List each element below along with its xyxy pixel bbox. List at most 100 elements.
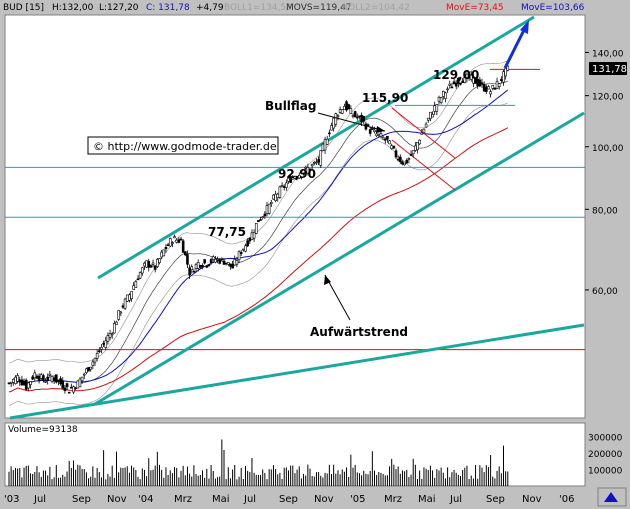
candle-body — [192, 270, 196, 273]
last-price-label: 131,78 — [592, 64, 627, 75]
candle-body — [349, 108, 353, 114]
candle-body — [231, 263, 234, 269]
candlesticks — [7, 65, 510, 395]
candle-body — [35, 375, 39, 379]
header-move1: MovE=73,45 — [446, 3, 504, 13]
candle-body — [381, 137, 385, 140]
candle-body — [500, 79, 503, 81]
x-tick-label: '03 — [4, 494, 19, 505]
candle-body — [184, 251, 187, 256]
copyright-text: © http://www.godmode-trader.de — [93, 140, 277, 153]
x-tick-label: '04 — [138, 494, 153, 505]
candle-body — [239, 252, 243, 254]
candle-body — [67, 391, 71, 394]
candle-body — [398, 156, 402, 163]
candle-body — [65, 383, 69, 388]
candle-body — [24, 379, 28, 390]
candle-body — [429, 111, 432, 119]
target-arrow-head — [520, 20, 529, 34]
candle-body — [177, 239, 181, 243]
candle-body — [87, 367, 90, 372]
candle-body — [222, 260, 226, 265]
candle-body — [343, 105, 346, 110]
candle-body — [175, 239, 178, 243]
candle-body — [250, 232, 254, 241]
price-panel — [4, 14, 586, 419]
candle-body — [63, 387, 67, 391]
candle-body — [72, 386, 75, 393]
candle-body — [52, 377, 56, 382]
candle-body — [422, 128, 426, 134]
candle-body — [392, 145, 396, 149]
candle-body — [70, 386, 73, 389]
candle-body — [233, 259, 237, 266]
candle-body — [491, 85, 495, 89]
candle-body — [409, 153, 413, 156]
candle-body — [308, 168, 312, 171]
candle-body — [368, 129, 372, 134]
candle-body — [383, 138, 387, 141]
candle-body — [403, 162, 406, 166]
candle-body — [207, 264, 211, 266]
x-tick-label: Mai — [212, 494, 230, 505]
candle-body — [171, 242, 174, 244]
candle-body — [196, 262, 200, 269]
candle-body — [325, 138, 329, 145]
candle-body — [269, 202, 273, 204]
candle-body — [300, 176, 303, 179]
long-term-trend-line — [9, 323, 585, 420]
candle-body — [149, 265, 153, 268]
candle-body — [267, 203, 271, 214]
candle-body — [265, 205, 269, 214]
candle-body — [227, 262, 230, 265]
candle-body — [76, 380, 80, 389]
candle-body — [100, 347, 103, 350]
candle-body — [433, 105, 437, 112]
candle-body — [332, 117, 335, 129]
candle-body — [31, 376, 34, 380]
candle-body — [506, 65, 510, 71]
header-move2: MovE=103,66 — [521, 3, 585, 13]
candle-body — [504, 68, 507, 77]
candle-body — [22, 380, 26, 386]
candle-body — [487, 86, 490, 90]
candle-body — [14, 376, 17, 384]
candle-body — [407, 158, 411, 160]
candle-body — [57, 380, 60, 382]
candle-body — [302, 172, 305, 175]
candle-body — [186, 254, 189, 265]
candle-body — [319, 150, 323, 166]
y-tick-label: 60,00 — [592, 287, 618, 297]
x-tick-label: Sep — [486, 494, 505, 505]
candle-body — [414, 145, 417, 151]
candle-body — [125, 294, 129, 302]
lower-band — [8, 102, 508, 406]
candle-body — [16, 375, 19, 382]
candle-body — [345, 101, 348, 111]
candle-body — [282, 186, 286, 188]
candle-body — [106, 335, 110, 342]
uptrend-label: Aufwärtstrend — [310, 325, 408, 339]
candle-body — [459, 82, 462, 85]
candle-body — [360, 114, 363, 123]
candle-body — [93, 357, 97, 363]
candle-body — [420, 132, 424, 135]
candle-body — [248, 237, 252, 242]
candle-body — [244, 245, 247, 252]
candle-body — [497, 83, 501, 87]
candle-body — [257, 220, 260, 223]
candle-body — [315, 161, 318, 164]
candle-body — [190, 266, 194, 271]
candle-body — [362, 116, 366, 122]
flag-lower-line — [391, 139, 456, 191]
candle-body — [390, 145, 394, 149]
candle-body — [252, 232, 256, 239]
candle-body — [310, 164, 314, 167]
bullflag-pointer — [317, 112, 386, 132]
candle-body — [237, 251, 241, 261]
candle-body — [188, 267, 191, 275]
header-boll1: BOLL1=134,53 — [224, 3, 292, 13]
candle-body — [235, 260, 239, 265]
candle-body — [203, 259, 206, 264]
